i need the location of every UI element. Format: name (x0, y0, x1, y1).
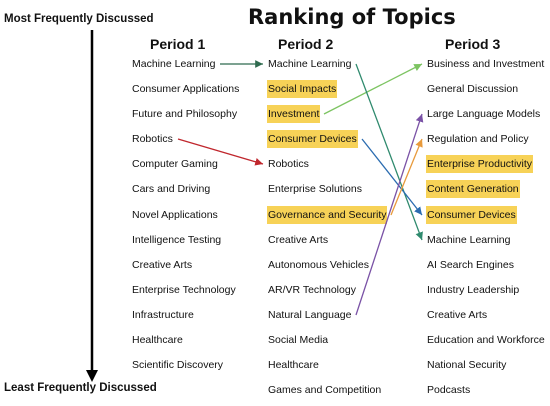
topic-item: Intelligence Testing (131, 231, 240, 256)
topic-item: Governance and Security (267, 205, 388, 231)
topic-label: Podcasts (427, 384, 471, 397)
topic-item: Consumer Devices (426, 205, 546, 231)
topic-item: AI Search Engines (426, 256, 546, 281)
topic-item: Healthcare (267, 356, 387, 381)
topic-item: Enterprise Productivity (426, 155, 546, 180)
topic-label: Robotics (132, 133, 173, 146)
topic-label: Governance and Security (267, 205, 388, 224)
topic-item: Infrastructure (131, 306, 240, 331)
topic-item: Industry Leadership (426, 281, 546, 306)
topic-label: Healthcare (268, 359, 319, 372)
topic-label: Business and Investment (427, 58, 545, 70)
topic-label: Computer Gaming (132, 158, 218, 171)
topic-label: Autonomous Vehicles (268, 258, 369, 271)
topic-label: Creative Arts (132, 258, 193, 271)
topic-label: Future and Philosophy (132, 108, 238, 121)
topic-item: Regulation and Policy (426, 130, 546, 155)
period-1-topic-list: Machine Learning Consumer Applications Fut… (131, 55, 240, 381)
axis-bottom-label: Least Frequently Discussed (4, 382, 157, 394)
topic-label: AR/VR Technology (268, 283, 356, 296)
topic-label: Education and Workforce (427, 334, 545, 347)
frequency-axis-arrowhead (86, 370, 98, 382)
topic-label: Creative Arts (427, 308, 488, 321)
topic-label: Enterprise Solutions (268, 183, 362, 196)
topic-item: AR/VR Technology (267, 281, 387, 306)
topic-label: Enterprise Technology (132, 283, 236, 296)
topic-item: Content Generation (426, 180, 546, 205)
topic-item: Future and Philosophy (131, 105, 240, 130)
topic-label: Machine Learning (132, 58, 216, 70)
topic-item: National Security (426, 356, 546, 381)
topic-label: Creative Arts (268, 233, 329, 246)
topic-item: Healthcare (131, 331, 240, 356)
topic-label: Infrastructure (132, 308, 194, 321)
topic-label: Machine Learning (427, 233, 511, 246)
topic-item: Games and Competition (267, 381, 387, 406)
period-1-header: Period 1 (150, 36, 206, 52)
topic-item: Enterprise Technology (131, 281, 240, 306)
topic-item: Social Media (267, 331, 387, 356)
topic-item: Investment (267, 105, 387, 130)
topic-item: Enterprise Solutions (267, 180, 387, 205)
topic-label: Games and Competition (268, 384, 382, 397)
topic-label: AI Search Engines (427, 258, 514, 271)
topic-label: Large Language Models (427, 108, 541, 121)
topic-item: Business and Investment (426, 55, 546, 80)
topic-item: Creative Arts (426, 306, 546, 331)
topic-label: General Discussion (427, 83, 519, 96)
topic-item: Machine Learning (426, 231, 546, 256)
topic-item: Education and Workforce (426, 331, 546, 356)
chart-title: Ranking of Topics (248, 5, 456, 29)
axis-top-label: Most Frequently Discussed (4, 13, 154, 25)
topic-item: Robotics (267, 155, 387, 180)
topic-label: Consumer Devices (267, 130, 358, 149)
topic-label: Cars and Driving (132, 183, 211, 196)
topic-item: Machine Learning (131, 55, 240, 80)
topic-item: Large Language Models (426, 105, 546, 130)
period-2-header: Period 2 (278, 36, 334, 52)
topic-item: Consumer Devices (267, 130, 387, 155)
topic-item: Computer Gaming (131, 155, 240, 180)
topic-item: Cars and Driving (131, 180, 240, 205)
topic-label: Machine Learning (268, 58, 352, 70)
topic-label: Novel Applications (132, 208, 218, 221)
topic-label: National Security (427, 359, 507, 372)
topic-item: Creative Arts (267, 231, 387, 256)
topic-item: Robotics (131, 130, 240, 155)
topic-label: Natural Language (268, 308, 352, 321)
topic-item: Social Impacts (267, 80, 387, 105)
period-3-topic-list: Business and Investment General Discussio… (426, 55, 546, 406)
topic-label: Regulation and Policy (427, 133, 529, 146)
topic-label: Consumer Applications (132, 83, 240, 96)
topic-label: Healthcare (132, 334, 183, 347)
topic-item: Novel Applications (131, 206, 240, 231)
period-2-topic-list: Machine Learning Social Impacts Investment… (267, 55, 388, 406)
topic-item: Autonomous Vehicles (267, 256, 387, 281)
topic-label: Content Generation (426, 180, 520, 199)
topic-label: Robotics (268, 158, 309, 171)
topic-label: Industry Leadership (427, 283, 520, 296)
topic-item: Podcasts (426, 381, 546, 406)
topic-item: General Discussion (426, 80, 546, 105)
topic-item: Creative Arts (131, 256, 240, 281)
topic-label: Scientific Discovery (132, 359, 224, 372)
period-3-header: Period 3 (445, 36, 501, 52)
topic-item: Scientific Discovery (131, 356, 240, 381)
topic-label: Social Impacts (267, 80, 338, 99)
topic-label: Enterprise Productivity (426, 155, 534, 174)
topic-item: Machine Learning (267, 55, 387, 80)
topic-label: Consumer Devices (426, 205, 517, 224)
topic-item: Consumer Applications (131, 80, 240, 105)
topic-label: Intelligence Testing (132, 233, 222, 246)
topic-label: Social Media (268, 334, 329, 347)
topic-label: Investment (267, 105, 321, 124)
topic-item: Natural Language (267, 306, 387, 331)
transition-arrow (390, 138, 423, 216)
